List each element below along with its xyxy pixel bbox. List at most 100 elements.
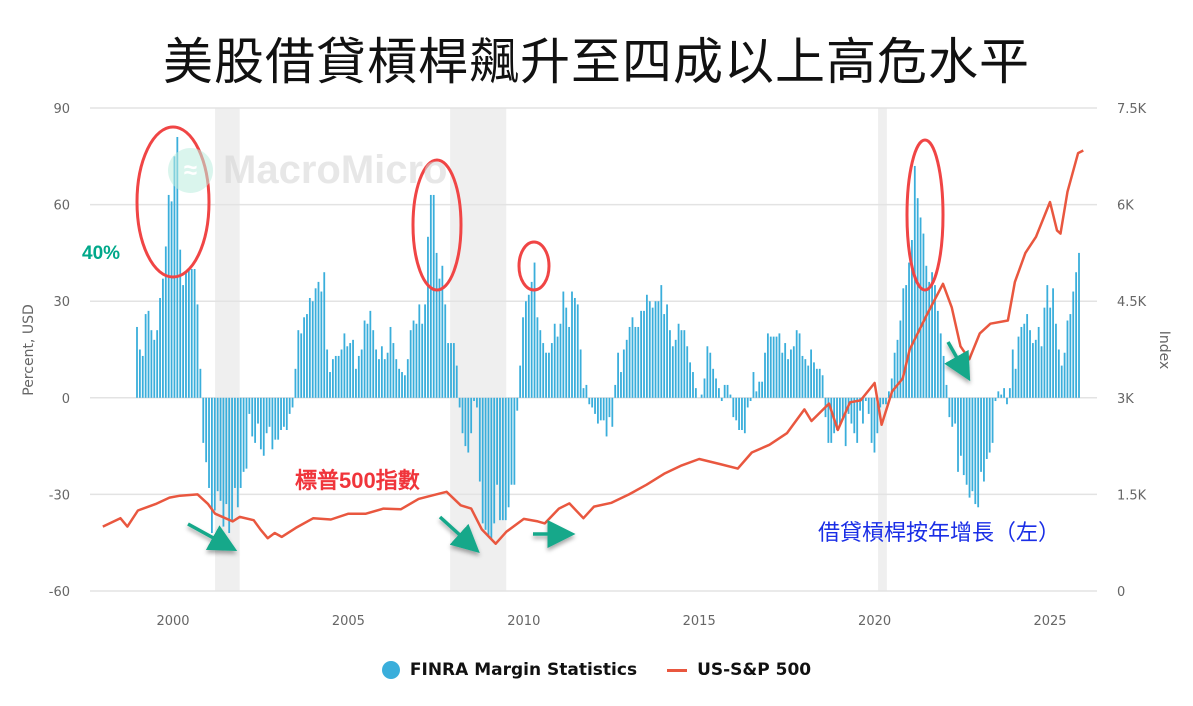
margin-bar [902, 288, 905, 398]
margin-bar [1026, 314, 1029, 398]
margin-bar [398, 368, 401, 398]
margin-bar [954, 397, 957, 424]
margin-bar [720, 397, 723, 402]
x-tick-label: 2000 [156, 614, 189, 629]
margin-bar [1046, 285, 1049, 398]
margin-bar [1023, 323, 1026, 398]
margin-bar [231, 397, 233, 521]
left-axis-ticks: 90 60 30 0 -30 -60 [49, 102, 70, 600]
margin-bar [743, 397, 746, 434]
margin-bar [548, 352, 550, 398]
margin-bar [919, 217, 922, 398]
margin-bar [807, 365, 810, 398]
margin-bar [297, 330, 300, 398]
margin-bar [280, 397, 282, 430]
right-tick-label: 1.5K [1117, 488, 1147, 503]
margin-bar [723, 384, 726, 398]
margin-bar [179, 249, 182, 398]
margin-bar [775, 336, 778, 398]
threshold-label: 40% [82, 243, 121, 264]
margin-bar [331, 359, 334, 398]
right-tick-label: 7.5K [1117, 102, 1147, 117]
left-tick-label: -60 [49, 585, 70, 600]
margin-bar [473, 397, 475, 402]
margin-bar [671, 346, 674, 398]
margin-bar [1003, 388, 1006, 398]
margin-bar [478, 397, 481, 482]
margin-bar [922, 233, 925, 398]
margin-bar [887, 391, 890, 398]
legend-label: FINRA Margin Statistics [409, 660, 638, 680]
legend-item-finra[interactable]: FINRA Margin Statistics [381, 660, 638, 680]
margin-bar [936, 310, 939, 398]
margin-bar [536, 317, 539, 398]
margin-bar [386, 352, 389, 398]
x-axis-ticks: 2000 2005 2010 2015 2020 2025 [156, 614, 1066, 629]
x-tick-label: 2010 [507, 614, 540, 629]
margin-bar [605, 397, 608, 437]
margin-bar [706, 346, 709, 398]
margin-bar [409, 330, 412, 398]
margin-bar [573, 297, 576, 398]
margin-bar [406, 359, 409, 398]
margin-bar [1014, 368, 1017, 398]
right-tick-label: 6K [1117, 199, 1134, 214]
margin-bar [965, 397, 968, 485]
margin-bar [645, 294, 648, 398]
margin-bar [568, 326, 571, 398]
left-tick-label: -30 [49, 488, 70, 503]
margin-bar [827, 397, 830, 443]
margin-bar [617, 352, 619, 398]
margin-bar [303, 317, 305, 398]
margin-bar [755, 391, 758, 398]
margin-bar [484, 397, 487, 530]
margin-bar [1066, 320, 1069, 398]
margin-bar [683, 330, 686, 398]
margin-bar [856, 397, 859, 443]
margin-bar [968, 397, 971, 498]
margin-bar [841, 397, 844, 418]
margin-bar [277, 397, 280, 440]
margin-bar [985, 397, 988, 459]
margin-bar [533, 262, 536, 398]
margin-bar [323, 272, 326, 398]
margin-bar [539, 330, 542, 398]
margin-bar [784, 343, 787, 398]
margin-bar [741, 397, 743, 430]
margin-bar [522, 317, 524, 398]
margin-bar [458, 397, 461, 408]
margin-bar [648, 301, 651, 398]
margin-bar [686, 346, 689, 398]
margin-bar [357, 355, 360, 398]
margin-bar [726, 384, 729, 398]
margin-bar [415, 323, 418, 398]
margin-bar [527, 294, 530, 398]
margin-bar [689, 362, 692, 398]
recession-bands [215, 108, 887, 591]
margin-bar [769, 336, 772, 398]
margin-bar [764, 352, 766, 398]
x-tick-label: 2015 [683, 614, 716, 629]
margin-bar [939, 333, 942, 398]
margin-bar [608, 397, 611, 418]
watermark-text: MacroMicro [223, 148, 448, 192]
left-tick-label: 30 [53, 295, 70, 310]
x-tick-label: 2005 [332, 614, 365, 629]
legend-item-sp500[interactable]: US-S&P 500 [667, 660, 811, 680]
margin-bar [876, 397, 879, 434]
margin-bar [908, 262, 910, 398]
margin-bar [1020, 326, 1023, 398]
margin-bar [735, 397, 738, 421]
margin-bar [530, 281, 533, 398]
right-axis-ticks: 7.5K 6K 4.5K 3K 1.5K 0 [1117, 102, 1147, 600]
margin-bar [306, 314, 308, 398]
margin-bar [853, 397, 856, 434]
margin-bar [913, 165, 916, 398]
margin-bar [559, 323, 562, 398]
margin-bar [1069, 314, 1072, 398]
margin-bar [337, 355, 340, 398]
margin-bar [991, 397, 994, 443]
margin-bar [576, 304, 579, 398]
margin-bar [977, 397, 980, 508]
margin-bar [890, 378, 893, 398]
